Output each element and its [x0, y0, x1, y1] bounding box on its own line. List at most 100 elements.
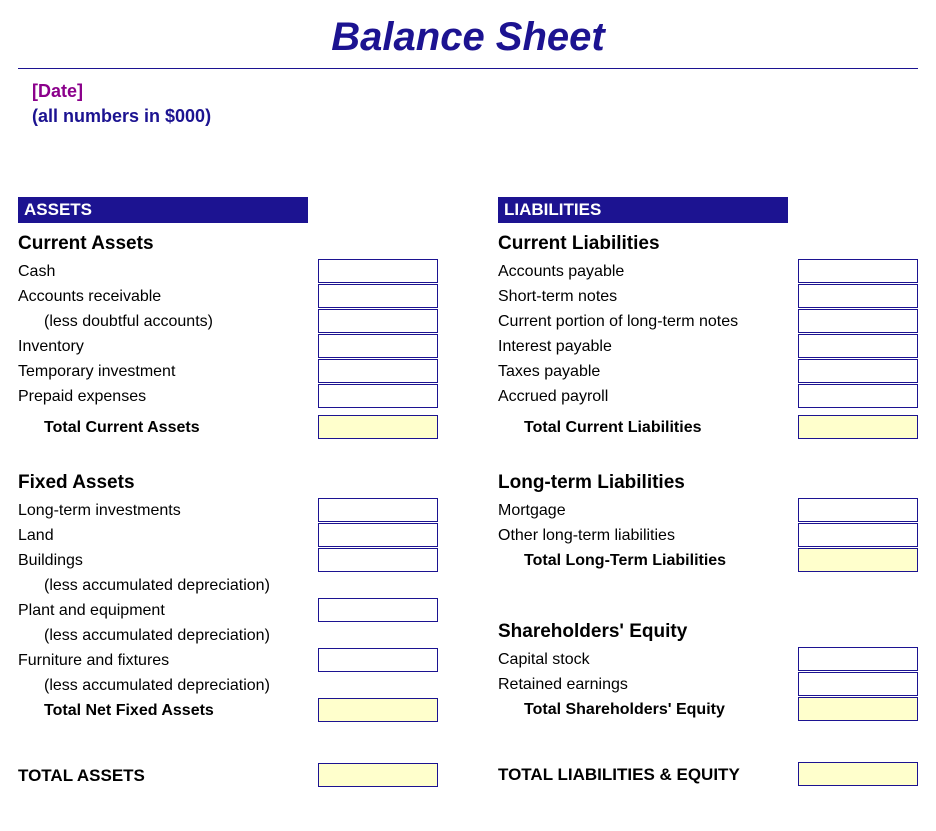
label-prepaid: Prepaid expenses: [18, 388, 146, 406]
cell-inventory[interactable]: [318, 334, 438, 358]
label-total-lt-liabilities: Total Long-Term Liabilities: [498, 552, 726, 570]
cell-ap[interactable]: [798, 259, 918, 283]
equity-subhead: Shareholders' Equity: [498, 621, 918, 643]
cell-stn[interactable]: [798, 284, 918, 308]
cell-accpay[interactable]: [798, 384, 918, 408]
label-plant-dep: (less accumulated depreciation): [18, 627, 270, 645]
current-liabilities-subhead: Current Liabilities: [498, 233, 918, 255]
assets-column: ASSETS Current Assets Cash Accounts rece…: [18, 197, 438, 788]
row-cash: Cash: [18, 259, 438, 284]
row-plant-dep: (less accumulated depreciation): [18, 623, 438, 648]
title-underline: [18, 68, 918, 69]
label-buildings-dep: (less accumulated depreciation): [18, 577, 270, 595]
label-intpay: Interest payable: [498, 338, 612, 356]
cell-taxpay[interactable]: [798, 359, 918, 383]
longterm-liabilities-subhead: Long-term Liabilities: [498, 472, 918, 494]
current-assets-subhead: Current Assets: [18, 233, 438, 255]
label-capital: Capital stock: [498, 651, 590, 669]
page-title: Balance Sheet: [10, 10, 926, 68]
row-furniture-dep: (less accumulated depreciation): [18, 673, 438, 698]
label-ltinv: Long-term investments: [18, 502, 181, 520]
row-taxpay: Taxes payable: [498, 359, 918, 384]
cell-intpay[interactable]: [798, 334, 918, 358]
row-total-equity: Total Shareholders' Equity: [498, 697, 918, 722]
row-doubtful: (less doubtful accounts): [18, 309, 438, 334]
row-mortgage: Mortgage: [498, 498, 918, 523]
row-buildings: Buildings: [18, 548, 438, 573]
row-tempinv: Temporary investment: [18, 359, 438, 384]
label-total-liab-equity: TOTAL LIABILITIES & EQUITY: [498, 765, 740, 785]
assets-header: ASSETS: [18, 197, 308, 223]
row-stn: Short-term notes: [498, 284, 918, 309]
row-total-liab-equity: TOTAL LIABILITIES & EQUITY: [498, 762, 918, 787]
label-total-current-liabilities: Total Current Liabilities: [498, 419, 702, 437]
cell-doubtful[interactable]: [318, 309, 438, 333]
row-total-assets: TOTAL ASSETS: [18, 763, 438, 788]
row-total-current-liabilities: Total Current Liabilities: [498, 415, 918, 440]
row-ltinv: Long-term investments: [18, 498, 438, 523]
label-total-assets: TOTAL ASSETS: [18, 766, 145, 786]
cell-cpltn[interactable]: [798, 309, 918, 333]
label-furniture: Furniture and fixtures: [18, 652, 169, 670]
cell-tempinv[interactable]: [318, 359, 438, 383]
liabilities-header: LIABILITIES: [498, 197, 788, 223]
label-doubtful: (less doubtful accounts): [18, 313, 213, 331]
row-retained: Retained earnings: [498, 672, 918, 697]
row-total-current-assets: Total Current Assets: [18, 415, 438, 440]
cell-total-current-assets[interactable]: [318, 415, 438, 439]
label-ap: Accounts payable: [498, 263, 624, 281]
cell-total-lt-liabilities[interactable]: [798, 548, 918, 572]
row-otherlt: Other long-term liabilities: [498, 523, 918, 548]
cell-land[interactable]: [318, 523, 438, 547]
fixed-assets-subhead: Fixed Assets: [18, 472, 438, 494]
cell-otherlt[interactable]: [798, 523, 918, 547]
label-accpay: Accrued payroll: [498, 388, 608, 406]
cell-total-current-liabilities[interactable]: [798, 415, 918, 439]
cell-prepaid[interactable]: [318, 384, 438, 408]
cell-cash[interactable]: [318, 259, 438, 283]
label-cash: Cash: [18, 263, 55, 281]
label-taxpay: Taxes payable: [498, 363, 600, 381]
cell-total-liab-equity[interactable]: [798, 762, 918, 786]
row-furniture: Furniture and fixtures: [18, 648, 438, 673]
label-retained: Retained earnings: [498, 676, 628, 694]
label-plant: Plant and equipment: [18, 602, 165, 620]
label-mortgage: Mortgage: [498, 502, 566, 520]
cell-ltinv[interactable]: [318, 498, 438, 522]
label-buildings: Buildings: [18, 552, 83, 570]
row-total-lt-liabilities: Total Long-Term Liabilities: [498, 548, 918, 573]
cell-mortgage[interactable]: [798, 498, 918, 522]
label-stn: Short-term notes: [498, 288, 617, 306]
label-cpltn: Current portion of long-term notes: [498, 313, 738, 331]
label-furniture-dep: (less accumulated depreciation): [18, 677, 270, 695]
row-land: Land: [18, 523, 438, 548]
cell-capital[interactable]: [798, 647, 918, 671]
cell-total-fixed-assets[interactable]: [318, 698, 438, 722]
balance-columns: ASSETS Current Assets Cash Accounts rece…: [10, 197, 926, 788]
cell-furniture[interactable]: [318, 648, 438, 672]
cell-total-assets[interactable]: [318, 763, 438, 787]
cell-ar[interactable]: [318, 284, 438, 308]
label-total-equity: Total Shareholders' Equity: [498, 701, 725, 719]
row-cpltn: Current portion of long-term notes: [498, 309, 918, 334]
row-buildings-dep: (less accumulated depreciation): [18, 573, 438, 598]
cell-total-equity[interactable]: [798, 697, 918, 721]
row-capital: Capital stock: [498, 647, 918, 672]
label-ar: Accounts receivable: [18, 288, 161, 306]
cell-buildings[interactable]: [318, 548, 438, 572]
label-total-current-assets: Total Current Assets: [18, 419, 200, 437]
label-inventory: Inventory: [18, 338, 84, 356]
row-inventory: Inventory: [18, 334, 438, 359]
cell-retained[interactable]: [798, 672, 918, 696]
label-total-fixed-assets: Total Net Fixed Assets: [18, 702, 214, 720]
liabilities-column: LIABILITIES Current Liabilities Accounts…: [498, 197, 918, 788]
units-note: (all numbers in $000): [32, 106, 926, 127]
row-plant: Plant and equipment: [18, 598, 438, 623]
row-prepaid: Prepaid expenses: [18, 384, 438, 409]
label-otherlt: Other long-term liabilities: [498, 527, 675, 545]
row-ar: Accounts receivable: [18, 284, 438, 309]
date-placeholder: [Date]: [32, 81, 926, 102]
meta-block: [Date] (all numbers in $000): [10, 81, 926, 127]
cell-plant[interactable]: [318, 598, 438, 622]
label-land: Land: [18, 527, 54, 545]
